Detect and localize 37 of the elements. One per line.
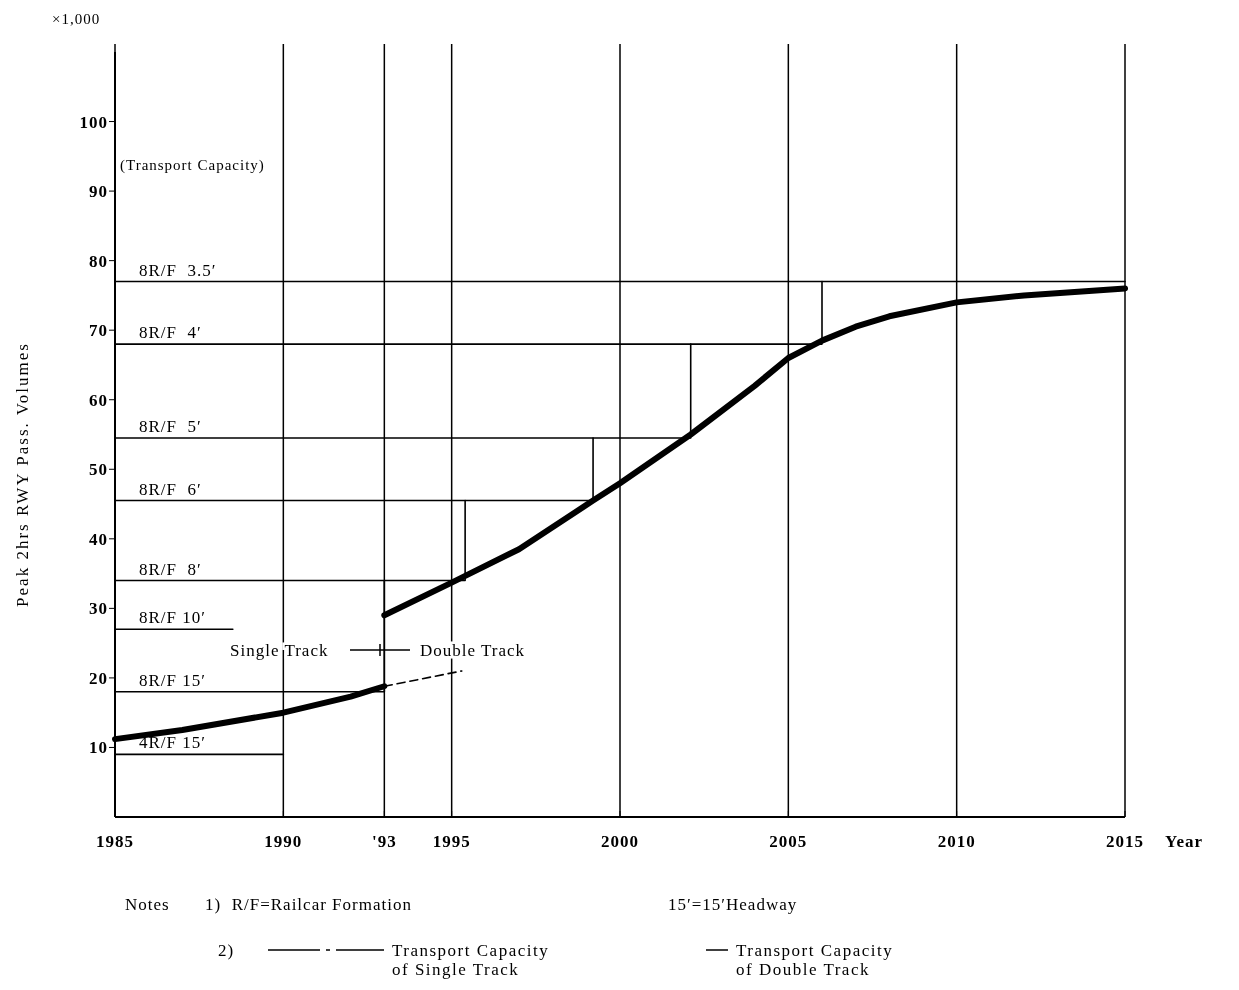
- y-tick-label: 60: [89, 390, 108, 410]
- x-tick-label: 2015: [1106, 832, 1144, 851]
- series-label: 8R/F 6′: [139, 479, 202, 499]
- text: Transport Capacity of Single Track: [392, 941, 550, 979]
- series-label: 8R/F 8′: [139, 559, 202, 579]
- text: 2): [218, 941, 235, 960]
- text: Notes: [125, 895, 170, 914]
- legend-label: 4R/F 15′: [139, 733, 206, 753]
- legend-label: 8R/F 4′: [139, 323, 202, 343]
- y-tick-label: 30: [89, 599, 108, 619]
- series-label: 8R/F 5′: [139, 416, 202, 436]
- x-tick-label: 2010: [937, 832, 976, 851]
- annotation: Single Track: [230, 641, 329, 660]
- y-tick-label: 90: [89, 182, 108, 202]
- x-tick-label: 1995: [432, 832, 471, 851]
- x-tick-label: 2000: [601, 832, 639, 851]
- x-axis-title: Year: [1165, 832, 1203, 851]
- x-tick-label: 1990: [264, 832, 303, 851]
- y-tick-label: 70: [89, 321, 108, 341]
- x-tick-label: '93: [371, 832, 397, 851]
- y-tick-label: 80: [89, 251, 108, 271]
- annotation: (Transport Capacity): [120, 157, 265, 174]
- x-tick-label: 1985: [96, 832, 134, 851]
- y-axis-title: Peak 2hrs RWY Pass. Volumes: [13, 342, 32, 607]
- text: 1) R/F=Railcar Formation: [205, 895, 412, 914]
- text: ×1,000: [52, 11, 101, 27]
- legend-label: 8R/F 15′: [139, 670, 206, 690]
- y-tick-label: 50: [89, 460, 108, 480]
- text: 15′=15′Headway: [668, 895, 798, 914]
- legend-label: 8R/F 3.5′: [139, 260, 217, 280]
- text: Transport Capacity of Double Track: [736, 941, 894, 979]
- y-tick-label: 100: [79, 112, 108, 132]
- y-tick-label: 20: [89, 668, 108, 688]
- legend-label: 8R/F 10′: [139, 608, 206, 628]
- x-tick-label: 2005: [769, 832, 808, 851]
- y-tick-label: 40: [89, 529, 108, 549]
- y-tick-label: 10: [89, 738, 108, 758]
